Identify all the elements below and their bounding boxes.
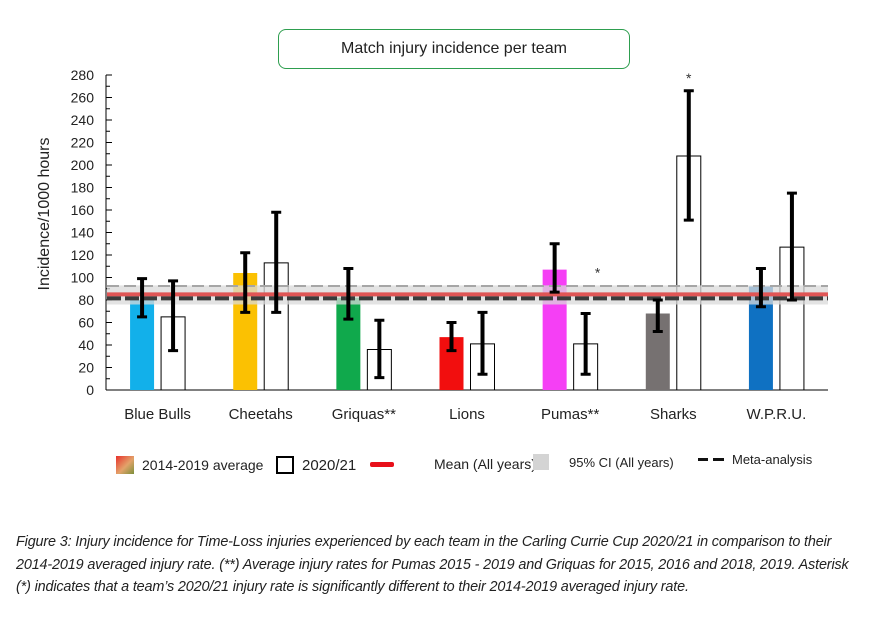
x-tick-label: Griquas** [332,406,396,423]
y-tick-label: 140 [71,225,95,241]
legend-swatch-avg [116,456,134,474]
x-tick-label: Sharks [650,406,697,423]
y-tick-label: 220 [71,135,95,151]
legend-swatch-ci [533,454,549,470]
x-tick-label: Lions [449,406,485,423]
x-tick-label: Cheetahs [229,406,293,423]
legend-label-meta: Meta-analysis [732,452,813,467]
significance-asterisk: * [686,70,692,86]
legend-swatch-meta [698,458,724,461]
significance-asterisk: * [595,265,601,281]
y-tick-label: 260 [71,90,95,106]
y-tick-label: 0 [86,382,94,398]
y-tick-label: 60 [78,315,94,331]
y-tick-label: 40 [78,337,94,353]
legend-item-mean: Mean (All years) [370,456,536,472]
x-tick-label: Blue Bulls [124,406,191,423]
y-tick-label: 240 [71,112,95,128]
legend-label-ci: 95% CI (All years) [569,454,674,470]
legend-label-avg: 2014-2019 average [142,457,264,473]
y-tick-label: 80 [78,292,94,308]
legend-item-avg: 2014-2019 average [116,456,263,474]
x-tick-label: Pumas** [541,406,600,423]
y-tick-label: 100 [71,270,95,286]
legend: 2014-2019 average 2020/21 Mean (All year… [0,452,875,486]
chart-title: Match injury incidence per team [278,29,630,69]
y-tick-label: 120 [71,247,95,263]
y-tick-label: 200 [71,157,95,173]
bar-chart: 0 20 40 60 80 100 120 140 160 180 200 220 240 260 280 B… [71,67,828,423]
legend-item-season: 2020/21 [276,456,356,474]
legend-label-season: 2020/21 [302,456,357,474]
legend-item-meta: Meta-analysis [698,452,812,467]
y-tick-label: 20 [78,360,94,376]
legend-swatch-mean [370,461,394,467]
legend-label-mean: Mean (All years) [434,456,536,472]
figure-caption: Figure 3: Injury incidence for Time-Loss… [16,534,849,595]
legend-item-ci: 95% CI (All years) [533,454,674,470]
y-tick-label: 280 [71,67,95,83]
y-tick-label: 180 [71,180,95,196]
y-tick-label: 160 [71,202,95,218]
x-tick-label: W.P.R.U. [747,406,807,423]
legend-swatch-season [276,456,294,474]
